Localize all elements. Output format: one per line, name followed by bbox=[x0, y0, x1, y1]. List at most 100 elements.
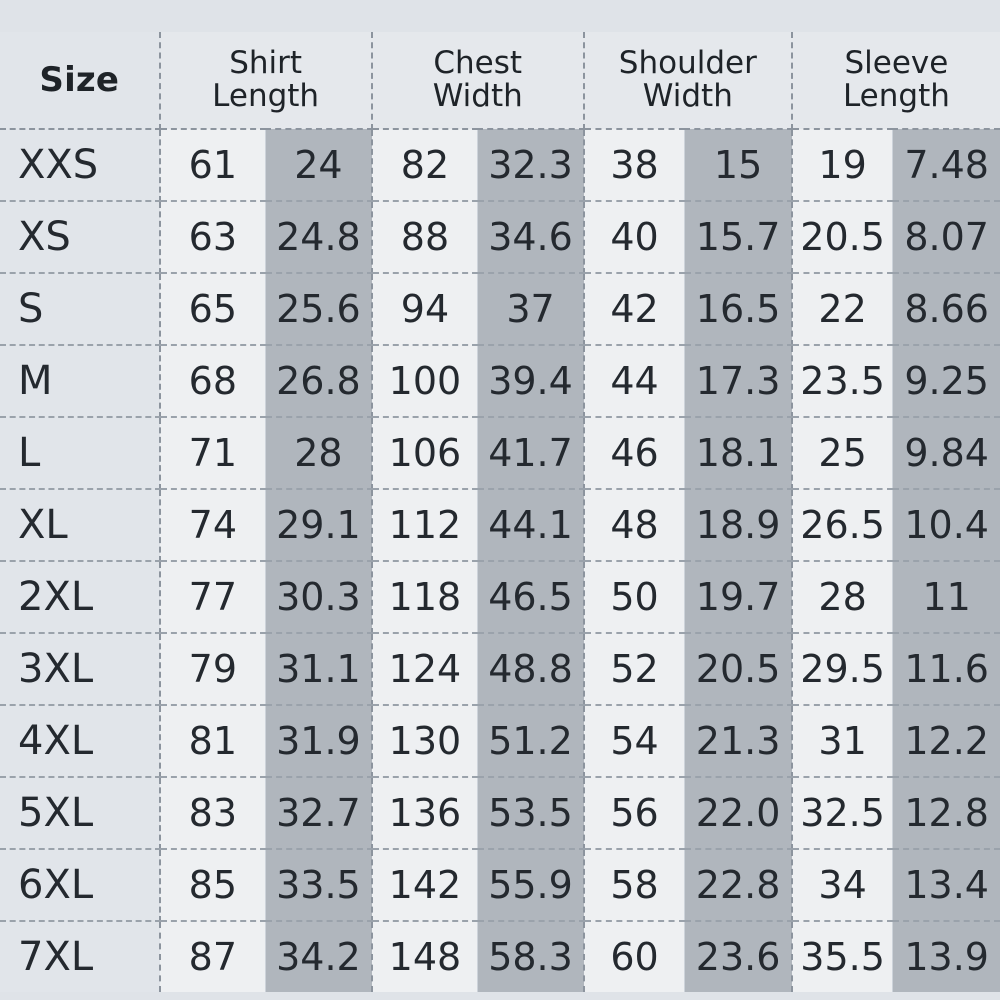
measurement-cell-inch: 39.4 bbox=[477, 345, 585, 418]
measurement-cell-inch: 41.7 bbox=[477, 417, 585, 490]
measurement-cell-inch: 29.1 bbox=[265, 489, 373, 562]
measurement-cell-cm: 28 bbox=[791, 561, 894, 634]
measurement-cell-cm: 52 bbox=[583, 633, 686, 706]
measurement-cell-cm: 38 bbox=[583, 129, 686, 202]
measurement-cell-inch: 25.6 bbox=[265, 273, 373, 346]
measurement-cell-inch: 18.1 bbox=[684, 417, 793, 490]
measurement-cell-inch: 20.5 bbox=[684, 633, 793, 706]
measurement-cell-inch: 23.6 bbox=[684, 921, 793, 992]
header-line-1: Shirt bbox=[229, 45, 303, 82]
measurement-cell-cm: 87 bbox=[159, 921, 267, 992]
table-row: 3XL 79 31.1 124 48.8 52 20.5 29.5 11.6 bbox=[0, 633, 1000, 706]
measurement-cell-inch: 30.3 bbox=[265, 561, 373, 634]
header-row: Size Shirt Length Chest Width Shoulder W… bbox=[0, 32, 1000, 130]
header-line-1: Chest bbox=[433, 45, 523, 82]
measurement-cell-inch: 31.1 bbox=[265, 633, 373, 706]
measurement-cell-cm: 23.5 bbox=[791, 345, 894, 418]
measurement-cell-inch: 48.8 bbox=[477, 633, 585, 706]
measurement-cell-cm: 77 bbox=[159, 561, 267, 634]
measurement-cell-inch: 17.3 bbox=[684, 345, 793, 418]
header-line-2: Length bbox=[212, 78, 320, 114]
measurement-cell-cm: 31 bbox=[791, 705, 894, 778]
measurement-cell-cm: 48 bbox=[583, 489, 686, 562]
measurement-cell-cm: 136 bbox=[371, 777, 479, 850]
measurement-cell-inch: 26.8 bbox=[265, 345, 373, 418]
measurement-cell-inch: 9.25 bbox=[892, 345, 1000, 418]
measurement-cell-cm: 60 bbox=[583, 921, 686, 992]
measurement-cell-inch: 24 bbox=[265, 129, 373, 202]
measurement-cell-cm: 40 bbox=[583, 201, 686, 274]
measurement-cell-inch: 18.9 bbox=[684, 489, 793, 562]
size-label-cell: 2XL bbox=[0, 561, 161, 634]
measurement-cell-cm: 42 bbox=[583, 273, 686, 346]
column-header-size: Size bbox=[0, 32, 161, 130]
measurement-cell-cm: 112 bbox=[371, 489, 479, 562]
measurement-cell-inch: 11.6 bbox=[892, 633, 1000, 706]
measurement-cell-cm: 148 bbox=[371, 921, 479, 992]
measurement-cell-inch: 24.8 bbox=[265, 201, 373, 274]
measurement-cell-inch: 19.7 bbox=[684, 561, 793, 634]
header-line-2: Length bbox=[842, 78, 950, 114]
size-label-cell: 6XL bbox=[0, 849, 161, 922]
table-row: 5XL 83 32.7 136 53.5 56 22.0 32.5 12.8 bbox=[0, 777, 1000, 850]
measurement-cell-cm: 25 bbox=[791, 417, 894, 490]
measurement-cell-cm: 100 bbox=[371, 345, 479, 418]
measurement-cell-cm: 44 bbox=[583, 345, 686, 418]
table-row: XL 74 29.1 112 44.1 48 18.9 26.5 10.4 bbox=[0, 489, 1000, 562]
measurement-cell-cm: 83 bbox=[159, 777, 267, 850]
measurement-cell-inch: 15.7 bbox=[684, 201, 793, 274]
measurement-cell-inch: 15 bbox=[684, 129, 793, 202]
measurement-cell-cm: 124 bbox=[371, 633, 479, 706]
table-row: XXS 61 24 82 32.3 38 15 19 7.48 bbox=[0, 129, 1000, 202]
measurement-cell-inch: 32.3 bbox=[477, 129, 585, 202]
column-header-shirt-length: Shirt Length bbox=[159, 32, 373, 130]
measurement-cell-inch: 16.5 bbox=[684, 273, 793, 346]
measurement-cell-inch: 8.07 bbox=[892, 201, 1000, 274]
measurement-cell-cm: 22 bbox=[791, 273, 894, 346]
measurement-cell-inch: 11 bbox=[892, 561, 1000, 634]
measurement-cell-inch: 33.5 bbox=[265, 849, 373, 922]
measurement-cell-inch: 21.3 bbox=[684, 705, 793, 778]
measurement-cell-cm: 35.5 bbox=[791, 921, 894, 992]
header-line-2: Width bbox=[642, 78, 733, 114]
measurement-cell-cm: 34 bbox=[791, 849, 894, 922]
measurement-cell-cm: 85 bbox=[159, 849, 267, 922]
measurement-cell-inch: 37 bbox=[477, 273, 585, 346]
table-row: 7XL 87 34.2 148 58.3 60 23.6 35.5 13.9 bbox=[0, 921, 1000, 992]
measurement-cell-cm: 74 bbox=[159, 489, 267, 562]
measurement-cell-cm: 94 bbox=[371, 273, 479, 346]
measurement-cell-cm: 81 bbox=[159, 705, 267, 778]
measurement-cell-cm: 50 bbox=[583, 561, 686, 634]
column-header-chest-width: Chest Width bbox=[371, 32, 585, 130]
size-label-cell: S bbox=[0, 273, 161, 346]
size-label-cell: 4XL bbox=[0, 705, 161, 778]
measurement-cell-inch: 31.9 bbox=[265, 705, 373, 778]
size-label-cell: 3XL bbox=[0, 633, 161, 706]
measurement-cell-cm: 54 bbox=[583, 705, 686, 778]
column-header-sleeve-length: Sleeve Length bbox=[791, 32, 1000, 130]
size-label-cell: M bbox=[0, 345, 161, 418]
measurement-cell-cm: 29.5 bbox=[791, 633, 894, 706]
measurement-cell-inch: 22.0 bbox=[684, 777, 793, 850]
measurement-cell-inch: 7.48 bbox=[892, 129, 1000, 202]
size-label-cell: L bbox=[0, 417, 161, 490]
table-body: XXS 61 24 82 32.3 38 15 19 7.48 XS 63 24.8 88 34.6 40 1… bbox=[0, 129, 1000, 992]
size-chart-table: Size Shirt Length Chest Width Shoulder W… bbox=[0, 32, 1000, 992]
measurement-cell-inch: 58.3 bbox=[477, 921, 585, 992]
measurement-cell-cm: 63 bbox=[159, 201, 267, 274]
measurement-cell-cm: 65 bbox=[159, 273, 267, 346]
measurement-cell-inch: 12.2 bbox=[892, 705, 1000, 778]
measurement-cell-inch: 51.2 bbox=[477, 705, 585, 778]
table-row: 6XL 85 33.5 142 55.9 58 22.8 34 13.4 bbox=[0, 849, 1000, 922]
measurement-cell-cm: 61 bbox=[159, 129, 267, 202]
measurement-cell-cm: 88 bbox=[371, 201, 479, 274]
header-line-2: Width bbox=[432, 78, 523, 114]
table-row: S 65 25.6 94 37 42 16.5 22 8.66 bbox=[0, 273, 1000, 346]
column-header-shoulder-width: Shoulder Width bbox=[583, 32, 793, 130]
measurement-cell-cm: 56 bbox=[583, 777, 686, 850]
measurement-cell-cm: 106 bbox=[371, 417, 479, 490]
measurement-cell-inch: 28 bbox=[265, 417, 373, 490]
size-label-cell: XXS bbox=[0, 129, 161, 202]
size-label-cell: XL bbox=[0, 489, 161, 562]
measurement-cell-cm: 19 bbox=[791, 129, 894, 202]
